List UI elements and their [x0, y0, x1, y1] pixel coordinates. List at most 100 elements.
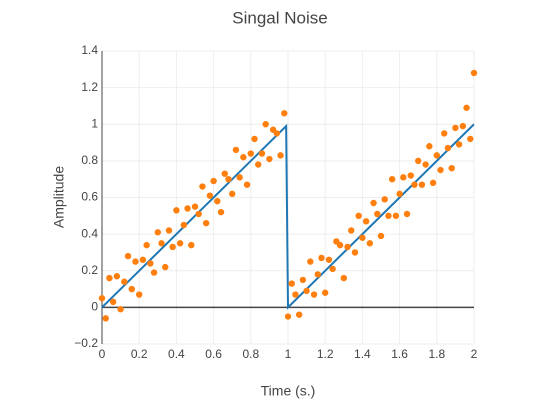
marker [214, 197, 221, 205]
marker [374, 210, 381, 218]
x-tick-label: 0.6 [205, 347, 222, 361]
marker [240, 154, 247, 161]
marker [366, 240, 374, 247]
marker [258, 150, 266, 157]
y-tick-label: 0 [91, 300, 98, 314]
marker [429, 179, 437, 187]
marker [117, 306, 124, 313]
marker [102, 315, 109, 322]
marker [441, 130, 448, 137]
marker [154, 229, 161, 236]
y-tick-label: 1.2 [81, 80, 98, 94]
marker [188, 241, 195, 249]
marker [158, 240, 165, 247]
x-tick-label: 1.6 [391, 347, 408, 361]
marker [403, 210, 411, 218]
marker [307, 258, 314, 265]
marker [184, 205, 191, 212]
marker [113, 273, 121, 280]
chart-title: Singal Noise [232, 8, 327, 27]
marker [329, 265, 336, 273]
marker [199, 183, 206, 190]
marker [210, 177, 217, 185]
marker [437, 166, 444, 174]
marker [411, 181, 418, 188]
marker [173, 207, 180, 214]
x-tick-label: 1 [285, 347, 292, 361]
marker [288, 280, 295, 287]
x-tick-label: 2 [471, 347, 478, 361]
marker [206, 192, 214, 199]
marker [299, 276, 307, 284]
line [101, 123, 475, 310]
marker [385, 212, 392, 220]
y-axis-label: Amplitude [51, 166, 67, 228]
marker [396, 190, 403, 198]
marker [180, 221, 188, 229]
marker [132, 258, 139, 265]
marker [351, 249, 359, 256]
marker [455, 141, 463, 148]
y-tick-label: 0.6 [81, 190, 98, 204]
marker [136, 291, 143, 298]
y-tick-label: 0.4 [81, 226, 98, 240]
marker [362, 218, 370, 225]
marker [150, 269, 158, 276]
marker [463, 104, 470, 111]
marker [388, 175, 396, 183]
marker [336, 241, 344, 249]
marker [139, 256, 147, 263]
x-tick-label: 1.4 [354, 347, 371, 361]
marker [225, 175, 232, 183]
marker [444, 144, 452, 152]
x-tick-label: 0.8 [242, 347, 259, 361]
x-tick-label: 0.2 [131, 347, 148, 361]
marker [418, 181, 426, 188]
x-tick-label: 1.8 [428, 347, 445, 361]
marker [109, 298, 117, 306]
marker [255, 161, 262, 168]
marker [191, 203, 199, 210]
marker [348, 227, 355, 234]
marker [273, 130, 281, 137]
marker [176, 240, 184, 247]
y-tick-label: 1 [91, 116, 98, 130]
marker [217, 208, 225, 216]
marker [98, 295, 106, 302]
marker [448, 165, 455, 172]
y-tick-label: −0.2 [74, 336, 98, 350]
marker [121, 278, 128, 285]
marker [247, 150, 254, 157]
x-tick-label: 0.4 [168, 347, 185, 361]
marker [243, 181, 251, 188]
marker [325, 256, 333, 263]
marker [162, 263, 169, 271]
marker [143, 241, 150, 249]
marker [415, 157, 422, 165]
marker [232, 146, 240, 154]
marker [470, 69, 478, 77]
x-axis-label: Time (s.) [261, 383, 316, 399]
marker [106, 274, 113, 282]
marker [221, 170, 228, 177]
marker [284, 313, 292, 320]
marker [251, 135, 258, 143]
marker [281, 110, 288, 117]
marker [426, 143, 433, 150]
marker [262, 121, 269, 128]
marker [377, 232, 385, 240]
marker [292, 291, 299, 298]
marker [202, 219, 210, 227]
marker [128, 285, 135, 293]
x-tick-label: 0 [99, 347, 106, 361]
marker [422, 161, 429, 168]
marker [322, 289, 329, 296]
marker [318, 254, 325, 262]
marker [467, 135, 474, 143]
marker [359, 234, 366, 241]
marker [400, 174, 407, 181]
marker [165, 227, 173, 234]
y-tick-label: 0.8 [81, 153, 98, 167]
x-tick-label: 1.2 [317, 347, 334, 361]
